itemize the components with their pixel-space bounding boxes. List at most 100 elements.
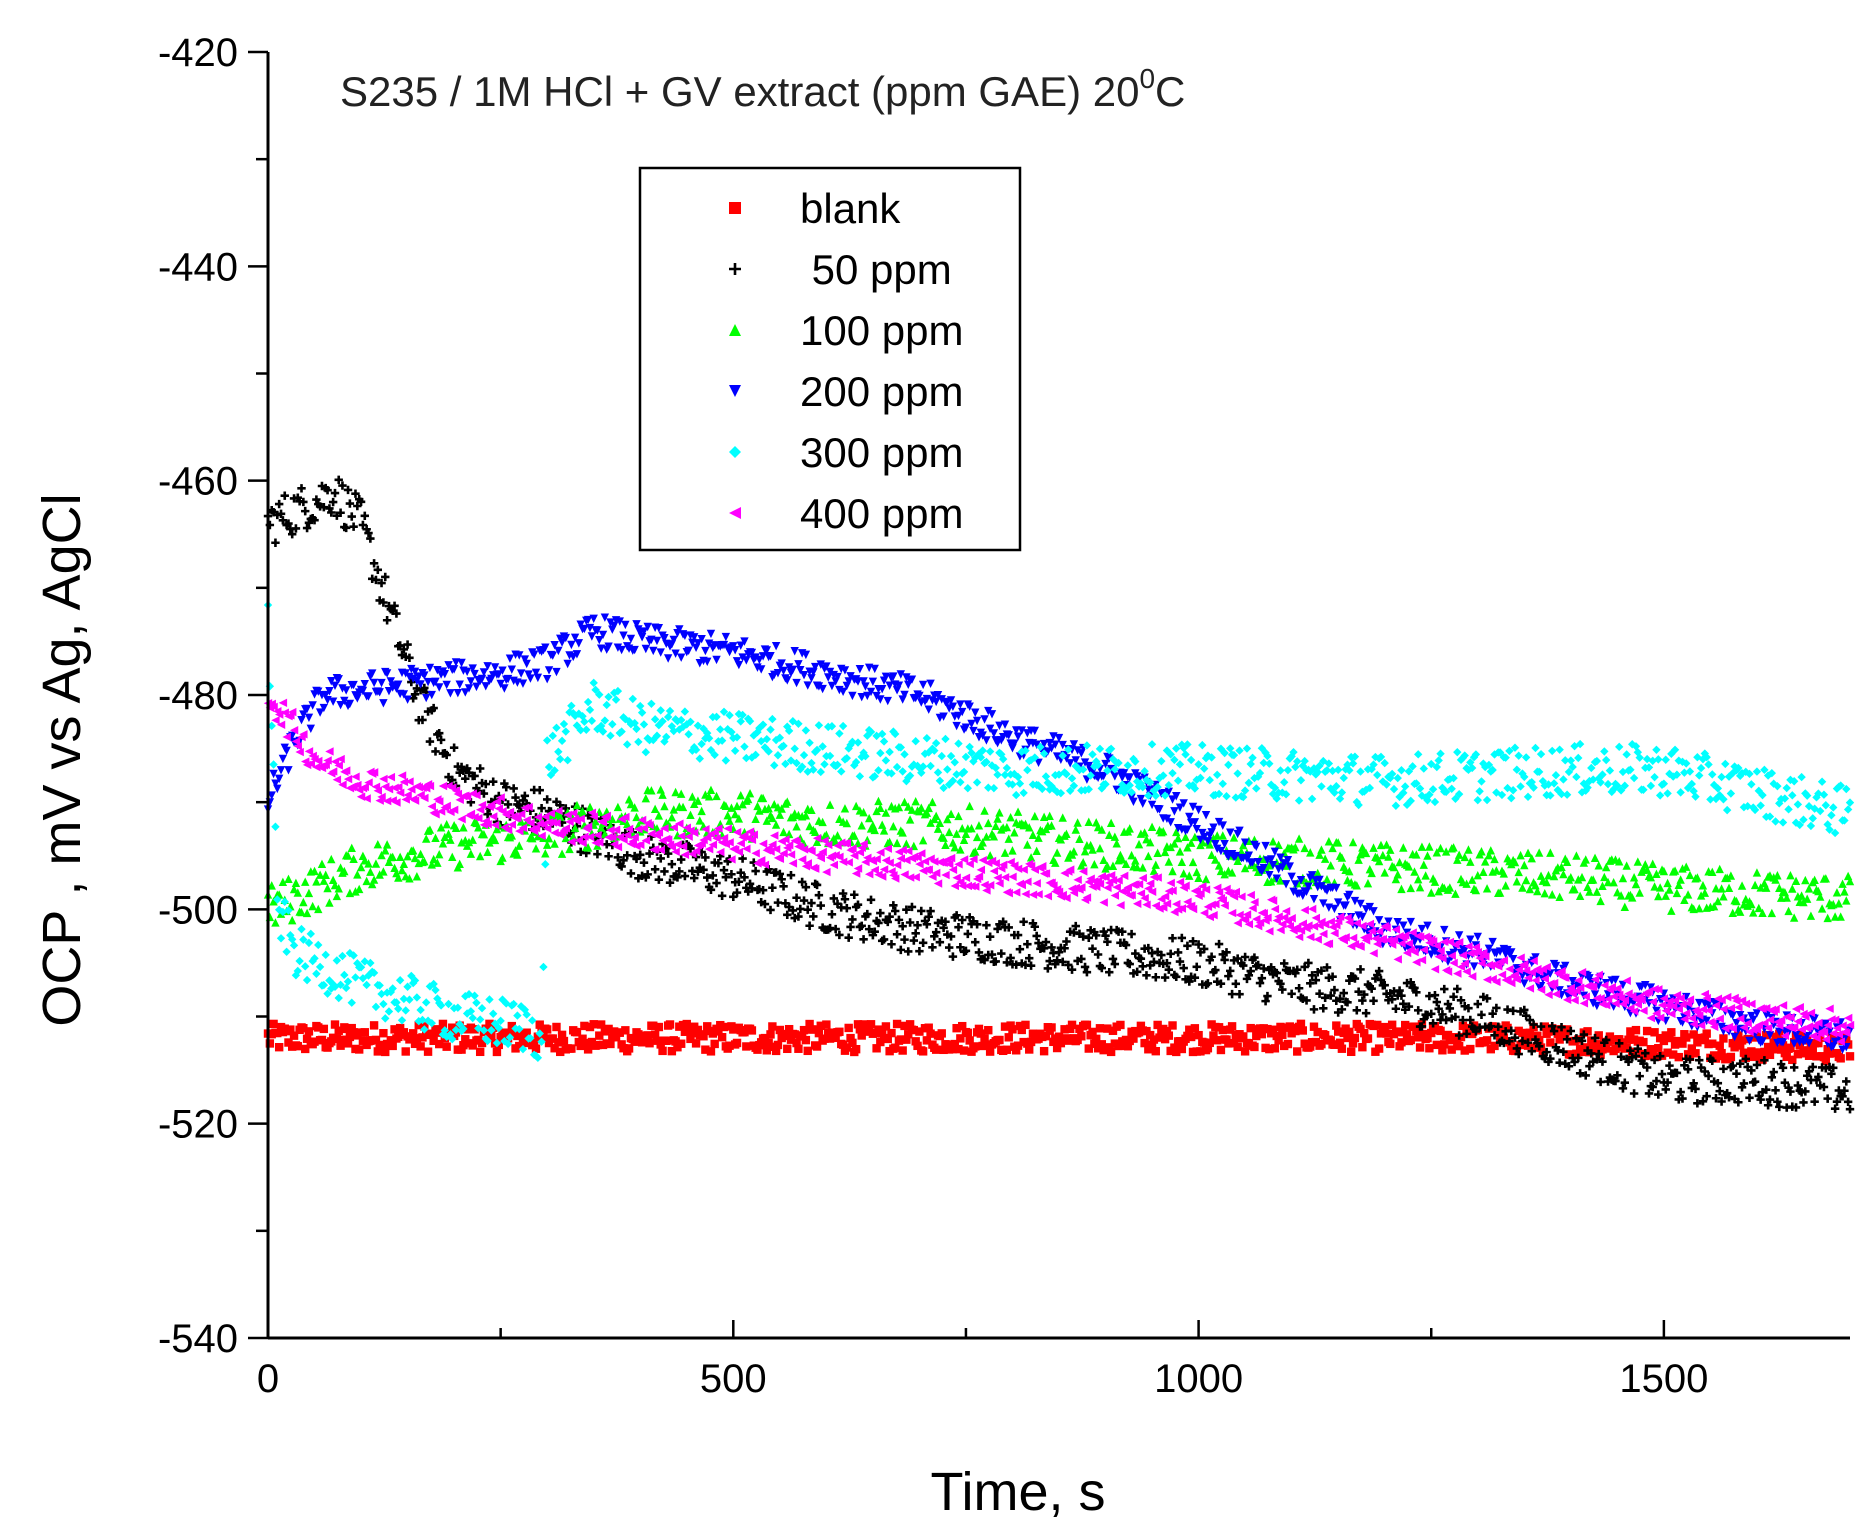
- data-point: [1328, 766, 1337, 776]
- data-point: [1583, 783, 1592, 792]
- data-point: [1516, 953, 1525, 962]
- data-point: [613, 802, 623, 812]
- data-point: [736, 717, 745, 726]
- data-point: [1482, 795, 1492, 805]
- data-point: [1233, 769, 1242, 778]
- data-point: [544, 1038, 554, 1048]
- data-point: [1786, 1087, 1795, 1096]
- data-point: [537, 1037, 546, 1046]
- data-point: [958, 881, 967, 890]
- data-point: [1518, 971, 1527, 981]
- data-point: [1715, 1041, 1724, 1050]
- data-point: [1159, 903, 1168, 912]
- data-point: [1207, 900, 1216, 909]
- data-point: [1293, 965, 1302, 974]
- data-point: [1097, 784, 1107, 793]
- data-point: [1227, 908, 1237, 918]
- data-point: [1399, 921, 1408, 930]
- data-point: [1747, 1047, 1756, 1056]
- data-point: [747, 884, 757, 893]
- data-point: [961, 829, 971, 839]
- data-point: [1103, 861, 1112, 871]
- data-point: [1754, 903, 1764, 913]
- data-point: [1505, 964, 1514, 974]
- data-point: [1278, 919, 1287, 929]
- data-point: [1758, 908, 1767, 917]
- data-point: [954, 711, 963, 721]
- data-point: [1471, 750, 1481, 759]
- data-point: [857, 921, 866, 931]
- data-point: [1730, 1032, 1739, 1042]
- data-point: [312, 495, 321, 504]
- data-point: [924, 705, 933, 714]
- data-point: [1845, 1105, 1855, 1114]
- data-point: [1348, 933, 1358, 943]
- data-point: [1542, 1047, 1551, 1057]
- data-point: [770, 831, 779, 840]
- data-point: [1332, 883, 1341, 893]
- data-point: [1306, 767, 1315, 776]
- data-point: [1654, 1090, 1663, 1099]
- data-point: [1378, 934, 1388, 944]
- data-point: [1162, 1026, 1172, 1036]
- data-point: [459, 823, 468, 832]
- data-point: [1025, 823, 1034, 832]
- data-point: [1196, 889, 1205, 898]
- data-point: [1071, 825, 1080, 834]
- data-point: [930, 857, 939, 866]
- data-point: [340, 970, 349, 980]
- data-point: [1482, 975, 1492, 984]
- data-point: [809, 912, 818, 921]
- data-point: [939, 783, 948, 793]
- data-point: [967, 748, 976, 758]
- data-point: [898, 767, 907, 776]
- data-point: [403, 851, 412, 861]
- data-point: [944, 943, 954, 952]
- data-point: [1097, 963, 1107, 973]
- data-point: [1510, 970, 1520, 979]
- data-point: [390, 783, 399, 793]
- data-point: [1406, 1035, 1415, 1045]
- data-point: [1255, 768, 1265, 778]
- data-point: [1287, 989, 1296, 998]
- data-point: [842, 903, 852, 913]
- data-point: [1626, 1027, 1635, 1036]
- data-point: [420, 1025, 429, 1034]
- data-point: [403, 640, 412, 649]
- data-point: [1505, 746, 1514, 756]
- data-point: [556, 1047, 565, 1057]
- data-point: [900, 1021, 909, 1031]
- data-point: [338, 951, 347, 961]
- data-point: [1069, 781, 1079, 791]
- data-point: [1011, 1046, 1021, 1055]
- data-point: [1153, 1020, 1162, 1030]
- data-point: [470, 669, 479, 679]
- data-point: [783, 1044, 792, 1054]
- data-point: [550, 1044, 559, 1053]
- data-point: [1227, 868, 1237, 877]
- data-point: [1192, 825, 1201, 834]
- data-point: [1456, 996, 1466, 1005]
- data-point: [956, 777, 965, 787]
- data-point: [1642, 1026, 1652, 1036]
- data-point: [799, 896, 809, 905]
- data-point: [1194, 940, 1203, 949]
- data-point: [982, 920, 991, 930]
- data-point: [704, 792, 714, 801]
- data-point: [1587, 1049, 1596, 1058]
- data-point: [593, 849, 602, 859]
- data-point: [1715, 1086, 1724, 1096]
- data-point: [686, 844, 695, 853]
- data-point: [410, 796, 420, 805]
- data-point: [317, 1035, 327, 1045]
- data-point: [1039, 749, 1049, 758]
- data-point: [321, 950, 330, 960]
- data-point: [1845, 1052, 1855, 1061]
- data-point: [790, 647, 799, 656]
- data-point: [1680, 768, 1689, 777]
- data-point: [269, 760, 278, 769]
- data-point: [736, 641, 745, 650]
- data-point: [515, 1024, 524, 1034]
- data-point: [1110, 891, 1120, 900]
- data-point: [1797, 891, 1806, 900]
